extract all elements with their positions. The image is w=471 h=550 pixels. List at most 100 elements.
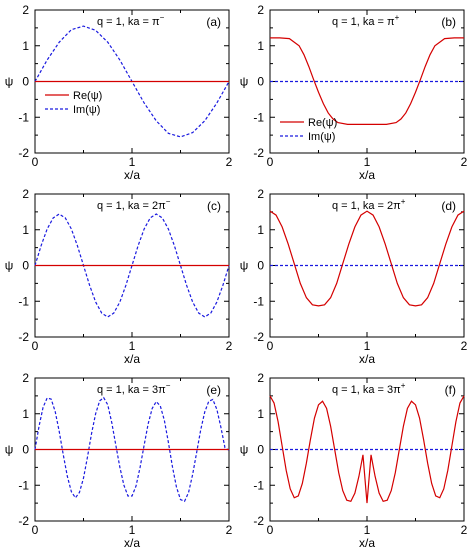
panel-title-math: 3π	[387, 384, 401, 396]
series-line	[34, 213, 230, 318]
chart-panel: 0 1 2 2 1 0 -1 -2 x/a ψ q = 1, ka = 3π− (e)	[5, 371, 233, 550]
panel-label: (a)	[206, 15, 221, 29]
panel-title: q = 1, ka = 2π−	[97, 197, 171, 212]
y-tick-label: 0	[22, 75, 29, 89]
y-tick-label: -1	[18, 110, 29, 124]
x-tick-label: 1	[129, 155, 136, 169]
x-tick-label: 0	[32, 339, 39, 353]
y-tick-label: 2	[22, 371, 29, 385]
y-tick-label: 2	[257, 187, 264, 201]
panel-title-math: π	[387, 16, 395, 28]
panel-title-math: 2π	[152, 200, 166, 212]
x-tick-label: 0	[32, 155, 39, 169]
x-tick-label: 0	[267, 339, 274, 353]
y-axis-label: ψ	[5, 75, 14, 89]
y-tick-label: 0	[22, 443, 29, 457]
panel-title-superscript: −	[166, 381, 171, 390]
panel-title-prefix: q = 1, ka =	[97, 384, 152, 396]
y-tick-label: 1	[257, 39, 264, 53]
x-tick-label: 2	[461, 155, 468, 169]
x-tick-label: 2	[226, 339, 233, 353]
chart-panel: 0 1 2 2 1 0 -1 -2 x/a ψ q = 1, ka = π− (a) Re(ψ) Im(ψ…	[5, 3, 233, 182]
panel-title-math: 2π	[387, 200, 401, 212]
y-tick-label: -2	[18, 514, 29, 528]
panel-title-math: 3π	[152, 384, 166, 396]
y-tick-label: -1	[253, 478, 264, 492]
y-tick-label: 1	[257, 407, 264, 421]
y-tick-label: 1	[257, 223, 264, 237]
panel-title: q = 1, ka = π−	[97, 13, 165, 28]
x-tick-label: 2	[461, 339, 468, 353]
panel-title-prefix: q = 1, ka =	[97, 16, 152, 28]
series-line	[270, 37, 464, 125]
legend-label: Re(ψ)	[308, 117, 337, 129]
y-tick-label: -2	[18, 330, 29, 344]
y-tick-label: -2	[253, 330, 264, 344]
y-tick-label: 2	[257, 3, 264, 17]
x-tick-label: 2	[226, 155, 233, 169]
x-axis-label: x/a	[124, 168, 140, 182]
y-tick-label: 2	[257, 371, 264, 385]
y-tick-label: 1	[22, 407, 29, 421]
y-tick-label: 2	[22, 187, 29, 201]
panel-title-superscript: +	[401, 381, 406, 390]
legend-label: Im(ψ)	[308, 131, 335, 143]
y-tick-label: -1	[253, 294, 264, 308]
panel-title: q = 1, ka = 2π+	[332, 197, 406, 212]
y-tick-label: 0	[257, 443, 264, 457]
x-tick-label: 1	[364, 339, 371, 353]
x-tick-label: 0	[267, 523, 274, 537]
panel-title: q = 1, ka = 3π−	[97, 381, 171, 396]
x-axis-label: x/a	[124, 352, 140, 366]
chart-panel: 0 1 2 2 1 0 -1 -2 x/a ψ q = 1, ka = 2π+ (d)	[240, 187, 468, 366]
panel-title-prefix: q = 1, ka =	[332, 16, 387, 28]
panel-title: q = 1, ka = 3π+	[332, 381, 406, 396]
series-line	[269, 210, 465, 307]
y-tick-label: -2	[253, 514, 264, 528]
panel-title-superscript: +	[401, 197, 406, 206]
x-tick-label: 1	[364, 155, 371, 169]
panel-title: q = 1, ka = π+	[332, 13, 400, 28]
y-tick-label: 1	[22, 39, 29, 53]
y-tick-label: -2	[253, 146, 264, 160]
y-axis-label: ψ	[240, 443, 249, 457]
y-tick-label: 2	[22, 3, 29, 17]
x-tick-label: 2	[461, 523, 468, 537]
y-tick-label: 1	[22, 223, 29, 237]
panel-title-prefix: q = 1, ka =	[332, 384, 387, 396]
x-axis-label: x/a	[124, 536, 140, 550]
panel-title-superscript: +	[395, 13, 400, 22]
x-tick-label: 0	[267, 155, 274, 169]
series-line	[34, 396, 230, 503]
y-tick-label: 0	[22, 259, 29, 273]
panel-title-math: π	[152, 16, 160, 28]
chart-panel: 0 1 2 2 1 0 -1 -2 x/a ψ q = 1, ka = 3π+ (f)	[240, 371, 468, 550]
y-axis-label: ψ	[240, 259, 249, 273]
chart-panel: 0 1 2 2 1 0 -1 -2 x/a ψ q = 1, ka = π+ (b) Re(ψ) Im(ψ…	[240, 3, 468, 182]
panel-title-superscript: −	[160, 13, 165, 22]
chart-panel: 0 1 2 2 1 0 -1 -2 x/a ψ q = 1, ka = 2π− (c)	[5, 187, 233, 366]
legend-label: Re(ψ)	[73, 90, 102, 102]
y-tick-label: -1	[253, 110, 264, 124]
x-tick-label: 1	[129, 339, 136, 353]
panel-label: (c)	[207, 199, 221, 213]
panel-title-prefix: q = 1, ka =	[97, 200, 152, 212]
y-tick-label: 0	[257, 75, 264, 89]
y-tick-label: 0	[257, 259, 264, 273]
panel-label: (b)	[441, 15, 456, 29]
x-tick-label: 2	[226, 523, 233, 537]
x-tick-label: 1	[129, 523, 136, 537]
panel-label: (e)	[206, 383, 221, 397]
y-axis-label: ψ	[240, 75, 249, 89]
x-axis-label: x/a	[359, 352, 375, 366]
x-axis-label: x/a	[359, 536, 375, 550]
panel-label: (d)	[441, 199, 456, 213]
x-tick-label: 0	[32, 523, 39, 537]
x-axis-label: x/a	[359, 168, 375, 182]
x-tick-label: 1	[364, 523, 371, 537]
panel-label: (f)	[445, 383, 456, 397]
legend-label: Im(ψ)	[73, 104, 100, 116]
y-tick-label: -1	[18, 294, 29, 308]
y-tick-label: -1	[18, 478, 29, 492]
